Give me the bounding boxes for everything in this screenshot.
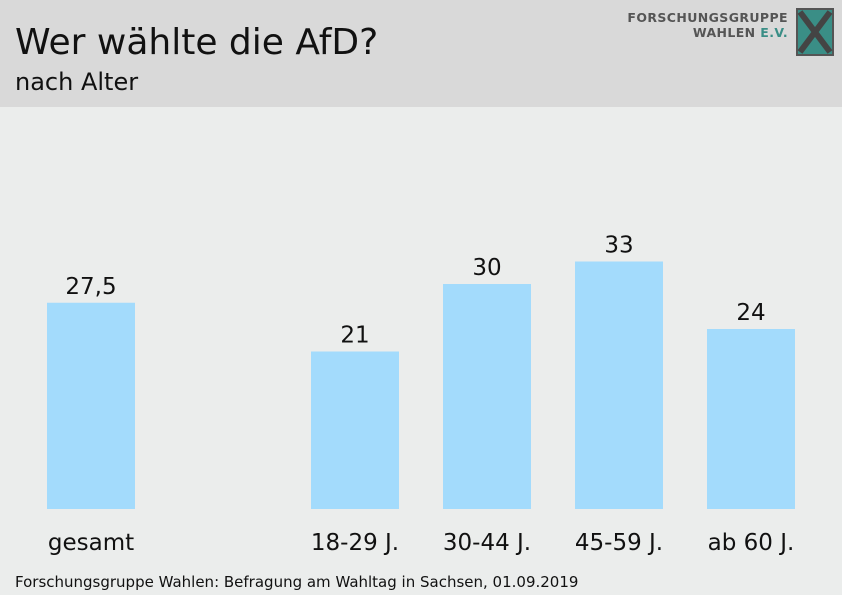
logo-line-1: FORSCHUNGSGRUPPE bbox=[627, 10, 788, 25]
chart-subtitle: nach Alter bbox=[15, 68, 139, 96]
logo-text: FORSCHUNGSGRUPPE WAHLEN E.V. bbox=[627, 10, 788, 40]
logo-line-2: WAHLEN E.V. bbox=[627, 25, 788, 40]
logo-x-icon bbox=[796, 8, 834, 56]
source-note: Forschungsgruppe Wahlen: Befragung am Wa… bbox=[15, 573, 579, 591]
bar-4 bbox=[575, 261, 663, 509]
category-label-1: gesamt bbox=[48, 530, 134, 556]
category-label-3: 30-44 J. bbox=[443, 530, 531, 556]
logo-line-2-main: WAHLEN bbox=[692, 25, 761, 40]
category-label-4: 45-59 J. bbox=[575, 530, 663, 556]
value-label-3: 30 bbox=[472, 255, 501, 281]
category-label-2: 18-29 J. bbox=[311, 530, 399, 556]
value-label-5: 24 bbox=[736, 300, 765, 326]
bar-2 bbox=[311, 351, 399, 509]
bar-3 bbox=[443, 284, 531, 509]
category-label-5: ab 60 J. bbox=[708, 530, 795, 556]
value-label-2: 21 bbox=[340, 323, 369, 349]
value-label-1: 27,5 bbox=[65, 274, 116, 300]
logo-line-2-accent: E.V. bbox=[760, 25, 788, 40]
header-bar: Wer wählte die AfD? nach Alter FORSCHUNG… bbox=[0, 0, 842, 107]
bar-chart: 27,5 21 30 33 24 gesamt 18-29 J. 30-44 J. 45-59… bbox=[47, 233, 795, 556]
bar-5 bbox=[707, 329, 795, 509]
bar-1 bbox=[47, 302, 135, 509]
value-label-4: 33 bbox=[604, 233, 633, 259]
chart-title: Wer wählte die AfD? bbox=[15, 22, 379, 63]
